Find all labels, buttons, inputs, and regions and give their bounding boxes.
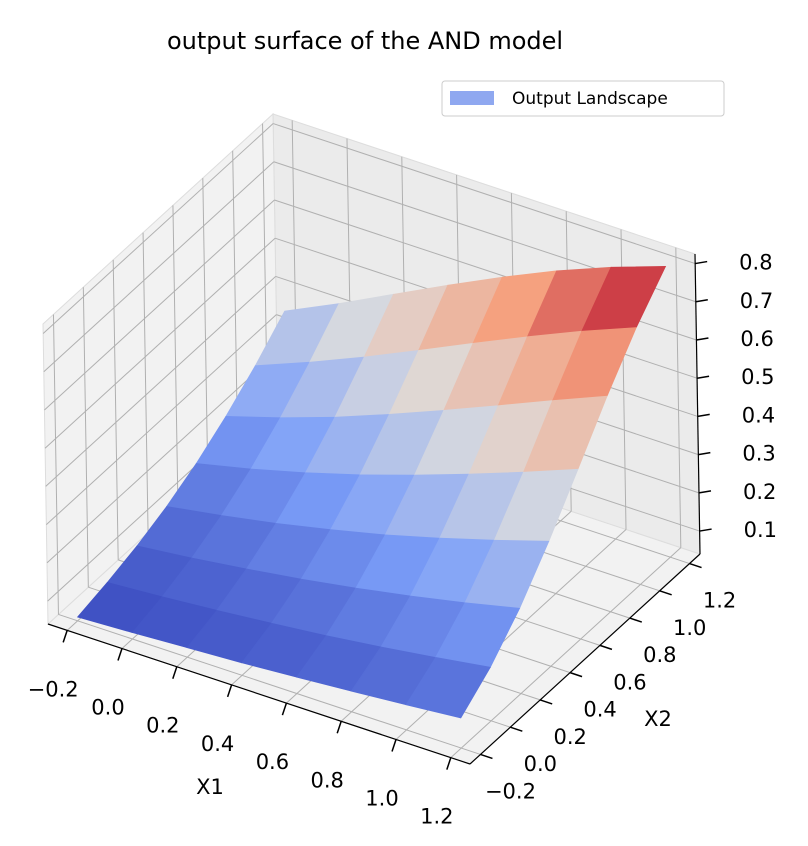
y-tick [599,644,613,651]
y-tick-label: 0.2 [553,725,586,749]
grid-line [43,161,275,373]
z-tick-label: 0.3 [742,442,775,466]
z-tick [695,260,708,265]
z-tick [699,528,712,532]
y-tick [629,617,643,623]
x-tick [336,721,342,734]
y-tick-label: 0.4 [583,698,616,722]
y-tick-label: 0.0 [524,752,557,776]
grid-line [44,199,275,411]
grid-line [44,237,276,449]
grid-line [450,547,682,759]
chart-title: output surface of the AND model [167,27,563,55]
z-tick [697,413,710,418]
y-tick-label: 0.6 [613,670,646,694]
x-tick [391,739,397,752]
x-tick-label: 0.4 [201,732,234,756]
grid-line [45,276,277,487]
x-tick-label: 1.0 [365,786,398,810]
y-tick [510,726,523,732]
z-tick [698,451,711,456]
x-tick [281,702,288,716]
y-tick [659,590,672,596]
grid-line [172,205,179,506]
z-tick-label: 0.4 [742,403,775,427]
legend-swatch [450,91,494,105]
x-tick-label: 1.2 [420,805,453,829]
z-tick-label: 0.5 [741,365,774,389]
grid-line [112,259,119,560]
y-tick-label: 1.0 [673,616,706,640]
y-tick [480,753,493,760]
x-tick-label: 0.6 [256,750,289,774]
grid-line [675,247,682,548]
x-tick [117,648,123,661]
y-axis-label: X2 [644,707,672,731]
y-tick [539,699,553,705]
z-tick-label: 0.1 [744,518,777,542]
x-tick-label: 0.2 [146,714,179,738]
z-tick [696,375,710,379]
x-tick-label: 0.0 [91,696,124,720]
y-tick [689,562,702,569]
z-tick-label: 0.8 [739,251,772,275]
grid-line [82,287,89,588]
grid-line [142,232,149,533]
y-tick-label: 1.2 [703,589,736,613]
surface-facet [405,657,491,719]
axis-line [47,623,471,765]
z-tick-label: 0.2 [743,480,776,504]
x-tick-label: −0.2 [28,677,79,701]
x-tick-label: 0.8 [311,768,344,792]
grid-line [202,178,209,479]
z-tick [698,490,712,494]
y-tick-label: 0.8 [643,643,676,667]
x-tick [62,630,68,643]
x-tick [446,757,452,770]
z-tick [695,299,708,303]
legend-box [441,80,725,117]
x-tick [226,684,233,698]
axis-line [469,553,701,765]
y-tick-label: −0.2 [485,779,536,803]
x-axis-label: X1 [196,775,224,799]
grid-line [46,352,278,564]
grid-line [46,314,277,526]
axis-line [694,253,701,555]
z-tick-label: 0.7 [740,289,773,313]
y-tick [569,671,583,678]
grid-line [42,123,274,334]
z-tick-label: 0.6 [740,327,773,351]
legend-label: Output Landscape [512,89,668,109]
grid-line [52,314,59,615]
x-tick [172,666,178,679]
grid-line [58,613,481,755]
grid-line [273,123,696,265]
z-tick [696,337,709,341]
